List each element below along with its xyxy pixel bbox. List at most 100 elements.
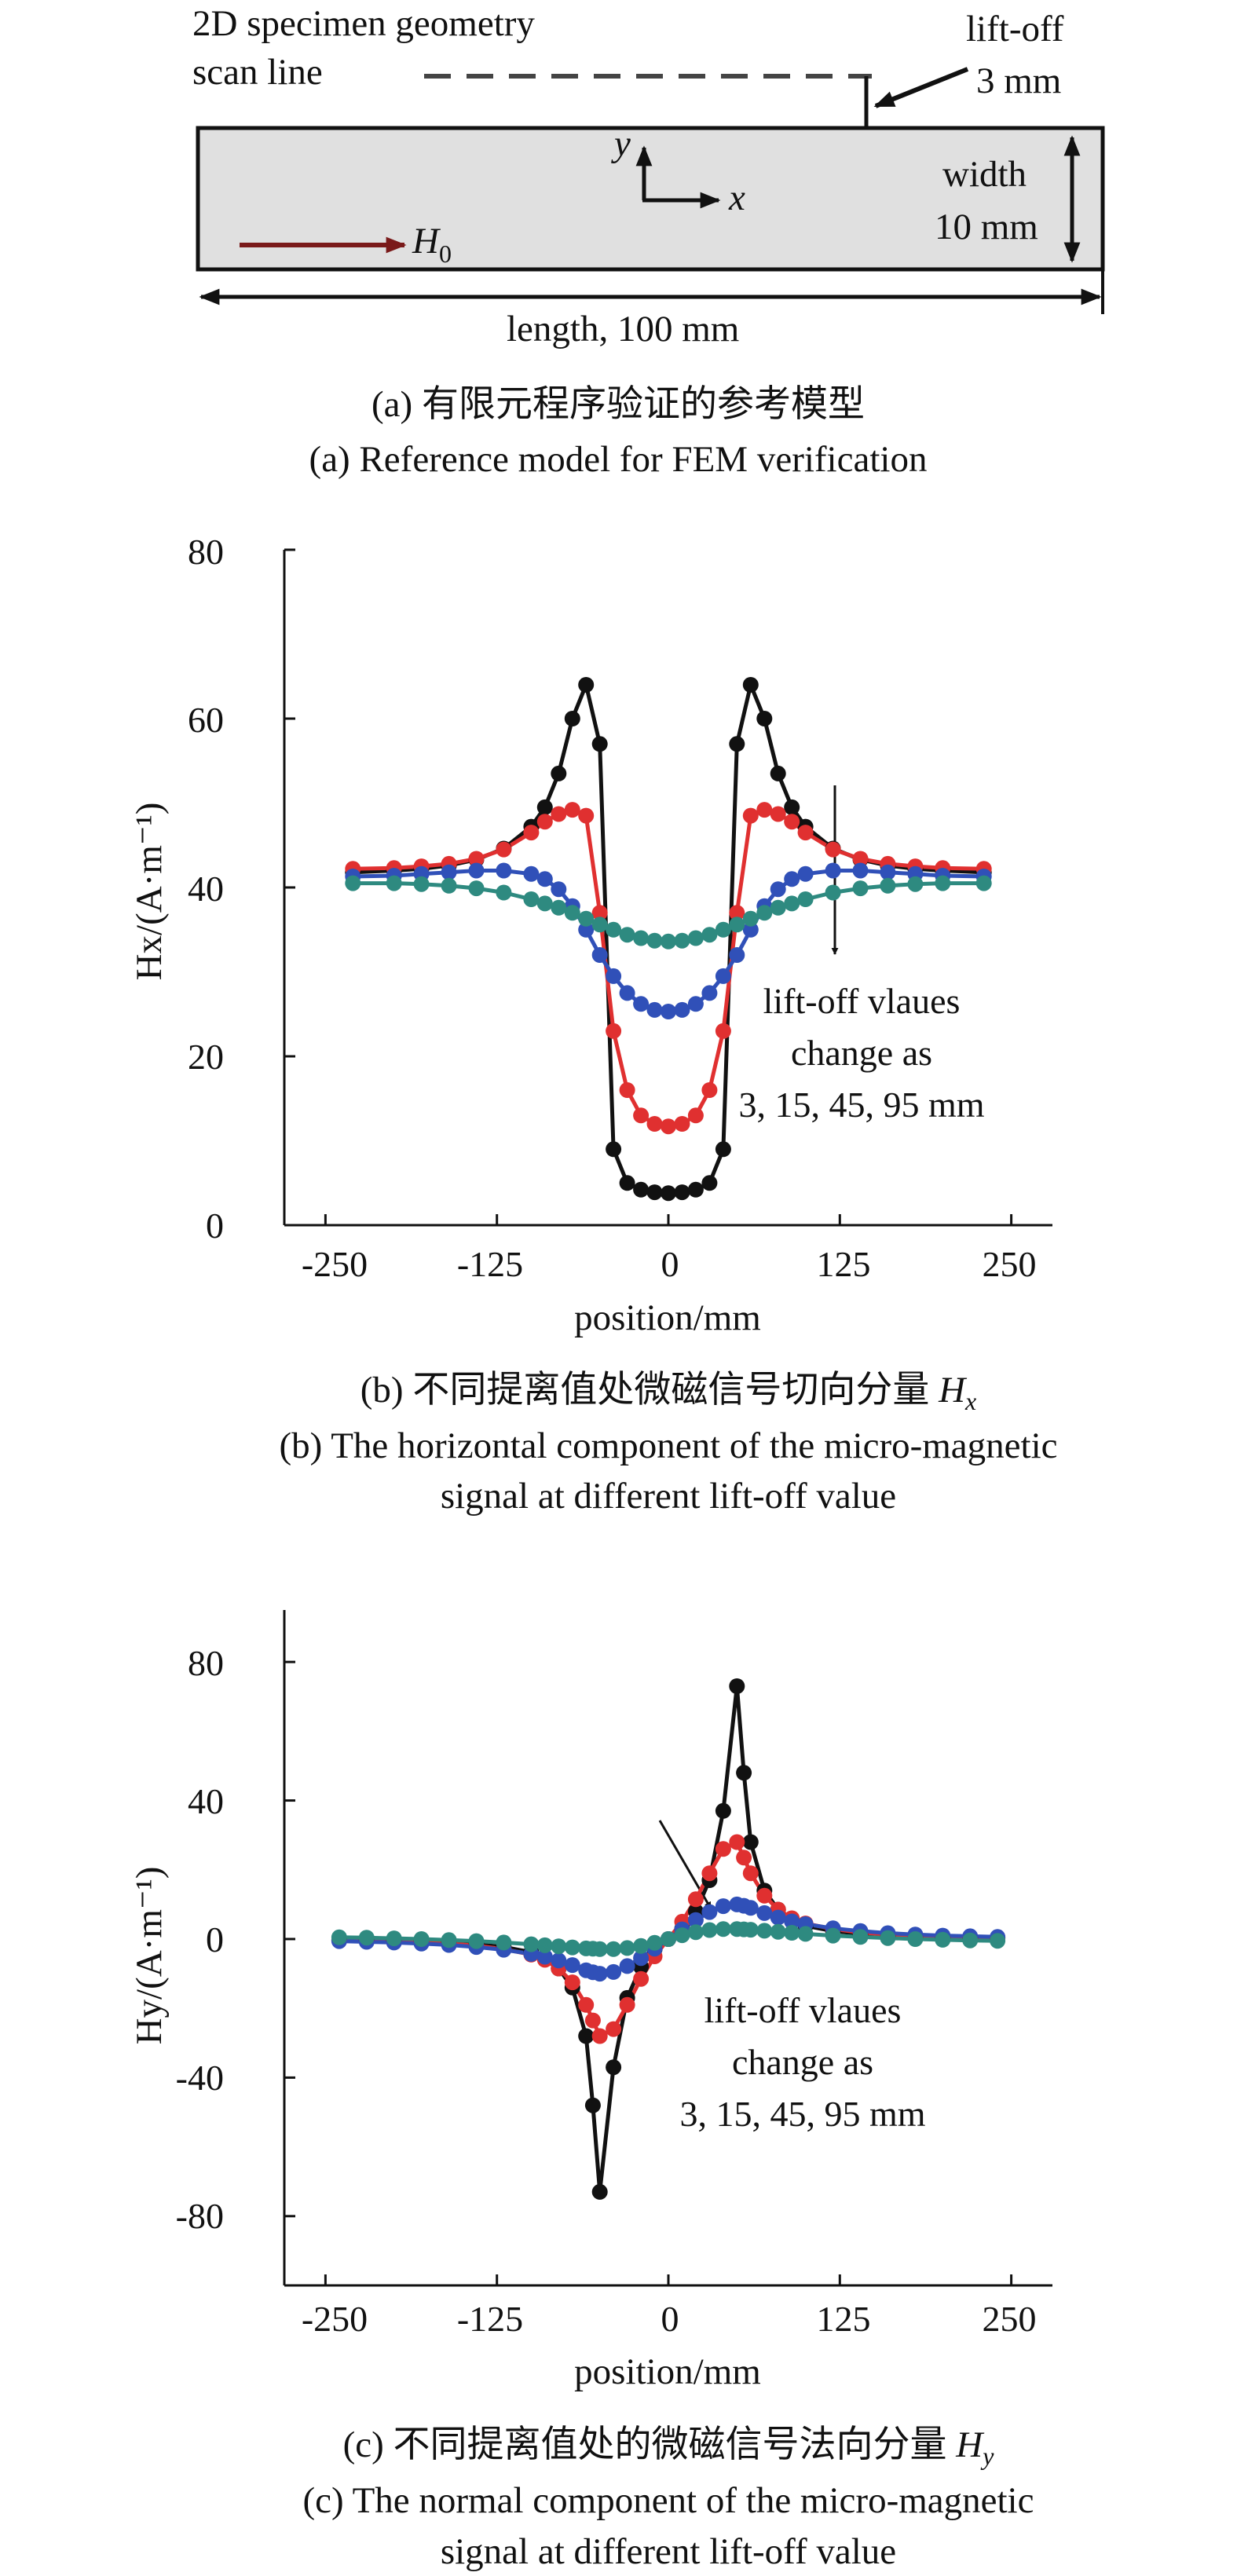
series-4-point xyxy=(413,1931,430,1947)
series-3-point xyxy=(661,1004,676,1019)
series-2-point xyxy=(687,1107,704,1124)
annotation-line2: change as xyxy=(791,1033,932,1073)
series-3-point xyxy=(797,865,814,882)
annotation-line1: lift-off vlaues xyxy=(763,981,961,1021)
series-3-point xyxy=(729,947,745,963)
series-2-point xyxy=(756,1887,773,1904)
series-3-point xyxy=(564,1957,580,1974)
series-4-point xyxy=(825,1927,841,1944)
series-2-point xyxy=(674,1116,690,1132)
series-2-point xyxy=(468,851,485,867)
series-2-point xyxy=(661,1118,676,1135)
series-3-point xyxy=(701,985,718,1001)
series-2-point xyxy=(736,1850,752,1866)
axis-y-label: y xyxy=(611,123,631,164)
series-3-point xyxy=(468,862,485,879)
y-axis-label: Hx/(A·m⁻¹) xyxy=(129,803,170,981)
series-3-point xyxy=(606,1963,622,1980)
series-4-point xyxy=(551,1938,567,1955)
series-4-point xyxy=(962,1932,979,1948)
series-2-point xyxy=(633,1107,650,1124)
series-4-point xyxy=(701,1922,718,1938)
series-4-point xyxy=(687,1924,704,1941)
series-2-point xyxy=(606,1023,622,1039)
series-2-point xyxy=(715,1841,731,1857)
ytick-label: 80 xyxy=(188,1643,224,1683)
series-1-point xyxy=(551,765,567,781)
ytick-label: 40 xyxy=(188,1781,224,1821)
series-4-point xyxy=(633,1937,650,1954)
field-label: H0 xyxy=(412,221,452,268)
liftoff-label-line2: 3 mm xyxy=(976,60,1061,101)
series-4-point xyxy=(742,1922,759,1938)
series-3-point xyxy=(633,996,650,1012)
series-1-point xyxy=(564,711,580,726)
series-3-point xyxy=(523,865,540,882)
series-3-point xyxy=(742,921,759,938)
series-4-point xyxy=(674,1927,690,1944)
ytick-label: -40 xyxy=(176,2058,224,2098)
xtick-label: -250 xyxy=(302,2299,368,2339)
series-2-point xyxy=(496,841,512,858)
series-4-point xyxy=(715,921,731,938)
series-2-point xyxy=(551,806,567,822)
series-4-point xyxy=(661,933,676,950)
series-2-point xyxy=(536,814,553,830)
series-4-point xyxy=(551,899,567,916)
series-3-point xyxy=(536,1948,553,1965)
series-3-point xyxy=(770,1909,786,1926)
series-4-point xyxy=(536,895,553,912)
series-4-point xyxy=(907,876,924,892)
series-3-point xyxy=(578,921,595,938)
series-1-point xyxy=(729,736,745,752)
series-2-point xyxy=(578,1996,595,2013)
series-3-point xyxy=(880,864,896,880)
xtick-label: -125 xyxy=(457,1244,523,1284)
series-3-point xyxy=(536,871,553,887)
series-1-point xyxy=(619,1175,635,1191)
annotation-line2: change as xyxy=(732,2042,873,2082)
series-1-point xyxy=(687,1181,704,1198)
chart-hy: 80 40 0 -40 -80 -250 -125 0 125 250 posi… xyxy=(129,1610,1052,2572)
series-4-point xyxy=(674,932,690,949)
series-2-point xyxy=(591,905,608,921)
series-3-point xyxy=(591,947,608,963)
series-4-point xyxy=(564,1939,580,1956)
series-1-point xyxy=(729,1678,745,1694)
width-label-line1: width xyxy=(942,154,1027,195)
series-1-point xyxy=(742,1834,759,1850)
series-1-point xyxy=(606,2059,622,2076)
series-1-point xyxy=(756,711,773,726)
series-4-point xyxy=(496,1934,512,1951)
series-4-point xyxy=(468,1933,485,1949)
series-2-point xyxy=(584,2012,601,2029)
annotation-line1: lift-off vlaues xyxy=(705,1990,902,2030)
xtick-label: -250 xyxy=(302,1244,368,1284)
series-2-point xyxy=(729,1834,745,1850)
axis-x-label: x xyxy=(728,177,745,218)
series-2-point xyxy=(591,2028,608,2044)
series-4-point xyxy=(701,927,718,943)
series-2-point xyxy=(578,807,595,824)
series-4-point xyxy=(852,1929,869,1945)
series-3-point xyxy=(441,864,457,880)
series-4-point xyxy=(687,930,704,946)
series-3-point xyxy=(551,881,567,898)
series-4-point xyxy=(331,1929,347,1945)
series-3-point xyxy=(784,871,800,887)
series-3-point xyxy=(852,862,869,879)
series-1-point xyxy=(742,677,759,693)
series-2-point xyxy=(742,1865,759,1882)
series-4-point xyxy=(852,880,869,897)
series-4-point xyxy=(646,1934,663,1951)
xtick-label: -125 xyxy=(457,2299,523,2339)
width-label-line2: 10 mm xyxy=(935,207,1038,247)
series-1-point xyxy=(701,1175,718,1191)
chart-hx: 80 60 40 20 0 -250 -125 0 125 250 positi… xyxy=(129,532,1058,1517)
series-2-point xyxy=(701,1865,718,1882)
series-3-point xyxy=(496,862,512,879)
caption-a-cn: (a) 有限元程序验证的参考模型 xyxy=(371,384,865,425)
series-4-point xyxy=(591,917,608,933)
series-2-point xyxy=(784,814,800,830)
series-4-point xyxy=(825,884,841,901)
